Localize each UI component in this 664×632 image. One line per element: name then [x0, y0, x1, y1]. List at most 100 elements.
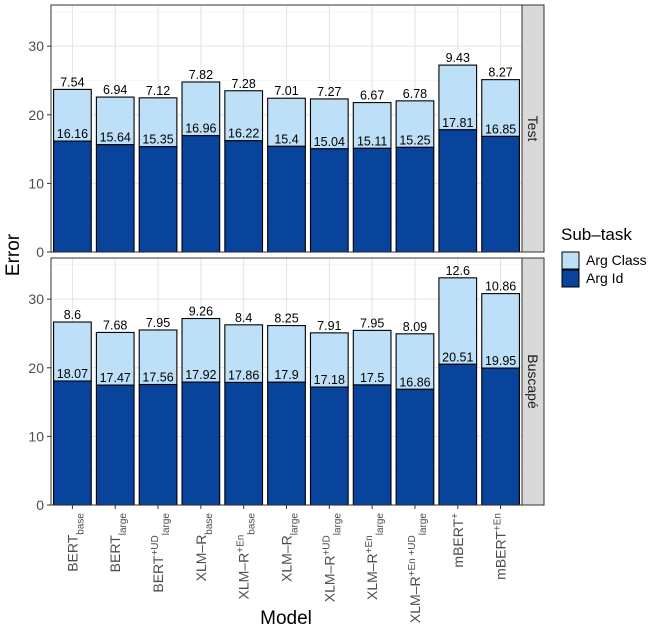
bar-buscape-arg-class-7 [352, 329, 392, 386]
bar-buscape-arg-class-6 [309, 332, 349, 388]
value-label-buscape-arg-id-10: 19.95 [485, 354, 516, 368]
x-tick-label-4: XLM–R+Enbase [235, 513, 257, 600]
panel-test-bars [53, 64, 520, 253]
bar-buscape-arg-id-4 [224, 381, 264, 506]
value-label-buscape-arg-id-5: 17.9 [274, 368, 298, 382]
value-label-buscape-arg-id-2: 17.56 [142, 371, 173, 385]
value-label-test-arg-id-0: 16.16 [57, 127, 88, 141]
bar-buscape-arg-id-2 [138, 383, 178, 506]
bar-buscape-arg-id-3 [181, 381, 221, 506]
value-label-test-arg-class-9: 9.43 [446, 51, 470, 65]
x-tick-label-subscript: large [375, 513, 386, 536]
value-label-buscape-arg-class-9: 12.6 [446, 264, 470, 278]
value-label-buscape-arg-class-8: 8.09 [403, 320, 427, 334]
x-tick-label-superscript: +En +UD [406, 535, 417, 576]
bar-test-arg-class-6 [309, 98, 349, 150]
value-label-buscape-arg-class-6: 7.91 [317, 319, 341, 333]
x-tick-label-base: BERT [64, 534, 80, 572]
x-tick-label-10: mBERT+En [492, 513, 509, 580]
x-tick-label-1: BERTlarge [107, 513, 128, 573]
legend: Sub–task Arg Class Arg Id [561, 225, 647, 288]
bar-test-arg-id-9 [438, 129, 478, 253]
bar-test-arg-class-7 [352, 102, 392, 149]
bar-test-arg-class-10 [481, 79, 520, 137]
value-label-buscape-arg-class-1: 7.68 [103, 318, 127, 332]
value-label-buscape-arg-class-4: 8.4 [235, 311, 252, 325]
x-tick-label-base: BERT [150, 555, 166, 593]
x-tick-label-9: mBERT+ [449, 513, 466, 568]
bar-test-arg-id-6 [309, 148, 349, 253]
bar-test-arg-class-0 [53, 88, 92, 142]
strip-buscape-label: Buscapé [525, 354, 541, 409]
x-tick-label-3: XLM–Rbase [193, 513, 215, 582]
bar-test-arg-id-2 [138, 146, 178, 253]
bar-buscape-arg-id-9 [438, 363, 478, 506]
value-label-test-arg-id-9: 17.81 [442, 116, 473, 130]
x-tick-label-subscript: large [417, 513, 428, 536]
bar-test-arg-id-7 [352, 147, 392, 253]
x-tick-label-base: mBERT [450, 518, 466, 567]
x-tick-label-7: XLM–R+Enlarge [364, 513, 386, 600]
bar-buscape-arg-class-3 [181, 317, 221, 383]
bar-buscape-arg-class-5 [267, 325, 306, 383]
strip-test [521, 4, 545, 253]
value-label-test-arg-class-8: 6.78 [403, 87, 427, 101]
value-label-buscape-arg-id-9: 20.51 [442, 350, 473, 364]
panel-buscape-value-labels: 18.07 8.6 17.47 7.68 17.56 7.95 17.92 9.26 17.86… [57, 264, 517, 389]
value-label-buscape-arg-class-7: 7.95 [360, 316, 384, 330]
y-tick-label: 0 [36, 497, 44, 513]
value-label-buscape-arg-id-1: 17.47 [100, 371, 131, 385]
value-label-test-arg-id-4: 16.22 [228, 127, 259, 141]
x-tick-label-superscript: +UD [321, 535, 332, 555]
x-axis-title: Model [260, 608, 312, 629]
value-label-buscape-arg-id-8: 16.86 [399, 375, 430, 389]
x-tick-label-subscript: large [332, 513, 343, 536]
x-tick-label-0: BERTbase [64, 513, 86, 572]
x-tick-label-base: XLM–R [407, 576, 423, 623]
facet-test: 16.16 7.54 15.64 6.94 15.35 7.12 16.96 7.82 16.2… [28, 4, 545, 260]
value-label-buscape-arg-id-3: 17.92 [185, 368, 216, 382]
bar-buscape-arg-class-8 [395, 333, 435, 390]
facet-buscape: 18.07 8.6 17.47 7.68 17.56 7.95 17.92 9.26 17.86… [28, 257, 545, 513]
value-label-buscape-arg-class-5: 8.25 [274, 312, 298, 326]
y-axis-title: Error [3, 233, 24, 276]
bar-test-arg-id-3 [181, 135, 221, 253]
x-tick-label-base: XLM–R [321, 556, 337, 603]
bar-test-arg-id-5 [267, 145, 306, 253]
bar-buscape-arg-id-0 [53, 380, 92, 506]
bar-test-arg-class-8 [395, 100, 435, 148]
x-tick-label-subscript: large [118, 513, 129, 536]
y-tick-label: 20 [28, 107, 44, 123]
x-tick-label-base: XLM–R [193, 535, 209, 582]
bar-buscape-arg-id-8 [395, 388, 435, 506]
x-tick-label-superscript: +En [364, 535, 375, 553]
panel-buscape-y-ticks: 0 10 20 30 [28, 291, 51, 513]
value-label-buscape-arg-class-3: 9.26 [189, 305, 213, 319]
value-label-test-arg-class-2: 7.12 [146, 84, 170, 98]
y-tick-label: 10 [28, 175, 44, 191]
y-tick-label: 0 [36, 244, 44, 260]
value-label-buscape-arg-id-0: 18.07 [57, 367, 88, 381]
y-tick-label: 20 [28, 360, 44, 376]
value-label-test-arg-class-10: 8.27 [488, 66, 512, 80]
x-tick-label-superscript: + [449, 513, 460, 519]
bar-buscape-arg-id-1 [95, 384, 135, 506]
value-label-test-arg-class-1: 6.94 [103, 83, 127, 97]
bar-test-arg-class-4 [224, 90, 264, 142]
value-label-buscape-arg-id-7: 17.5 [360, 371, 384, 385]
bar-test-arg-class-3 [181, 81, 221, 137]
x-tick-label-subscript: large [161, 513, 172, 536]
bar-test-arg-id-8 [395, 146, 435, 253]
panel-test-value-labels: 16.16 7.54 15.64 6.94 15.35 7.12 16.96 7.82 16.2… [57, 51, 517, 149]
value-label-test-arg-class-5: 7.01 [274, 84, 298, 98]
bar-test-arg-id-4 [224, 140, 264, 253]
legend-title: Sub–task [561, 225, 632, 244]
bar-buscape-arg-class-9 [438, 277, 478, 365]
value-label-buscape-arg-id-4: 17.86 [228, 368, 259, 382]
bar-test-arg-class-9 [438, 64, 478, 131]
bar-test-arg-id-0 [53, 140, 92, 253]
x-tick-label-base: XLM–R [364, 553, 380, 600]
bar-buscape-arg-id-7 [352, 384, 392, 506]
value-label-test-arg-class-6: 7.27 [317, 85, 341, 99]
x-tick-label-8: XLM–R+En +UDlarge [406, 513, 428, 624]
